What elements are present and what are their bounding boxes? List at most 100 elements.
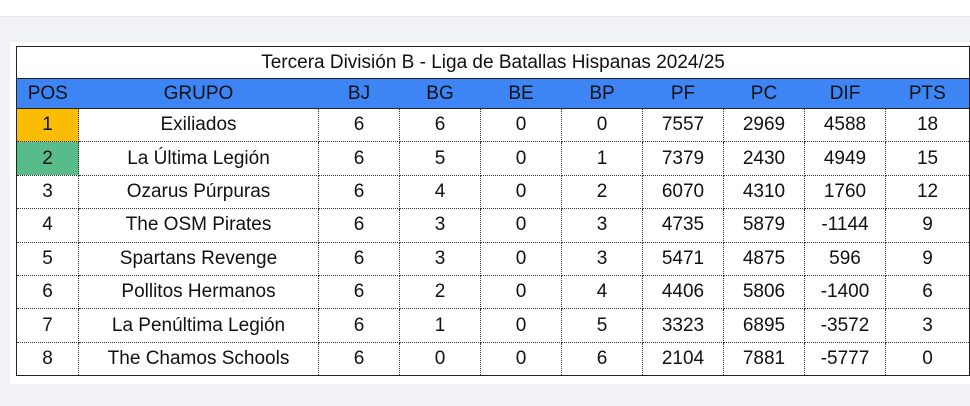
cell-pts: 9 (884, 208, 970, 243)
cell-dif: -1144 (804, 208, 886, 243)
table-row: 3 Ozarus Púrpuras 6 4 0 2 6070 4310 1760 12 (16, 174, 970, 210)
cell-be: 0 (480, 341, 562, 377)
cell-bj: 6 (318, 107, 400, 143)
table-row: 7 La Penúltima Legión 6 1 0 5 3323 6895 -3572 3 (16, 308, 970, 343)
cell-dif: 1760 (804, 174, 886, 210)
table-row: 5 Spartans Revenge 6 3 0 3 5471 4875 596 9 (16, 241, 970, 276)
cell-bg: 3 (399, 241, 481, 276)
cell-bg: 6 (399, 107, 481, 143)
cell-be: 0 (480, 308, 562, 343)
cell-bp: 3 (561, 208, 643, 243)
cell-be: 0 (480, 274, 562, 310)
cell-bg: 4 (399, 174, 481, 210)
cell-grupo: La Última Legión (78, 141, 319, 176)
cell-bj: 6 (318, 241, 400, 276)
cell-bp: 4 (561, 274, 643, 310)
cell-dif: 4949 (804, 141, 886, 176)
cell-pf: 7557 (642, 107, 724, 143)
table-row: 4 The OSM Pirates 6 3 0 3 4735 5879 -1144 9 (16, 208, 970, 243)
cell-bg: 3 (399, 208, 481, 243)
cell-pts: 6 (884, 274, 970, 310)
cell-bj: 6 (318, 341, 400, 377)
cell-bj: 6 (318, 308, 400, 343)
cell-grupo: Spartans Revenge (78, 241, 319, 276)
title-row: Tercera División B - Liga de Batallas Hi… (15, 46, 970, 79)
column-header-bg: BG (399, 78, 481, 109)
column-header-pf: PF (642, 78, 724, 109)
cell-be: 0 (480, 241, 562, 276)
cell-pc: 4875 (723, 241, 805, 276)
cell-pf: 2104 (642, 341, 724, 377)
column-header-dif: DIF (804, 78, 886, 109)
cell-bj: 6 (318, 174, 400, 210)
cell-pts: 3 (884, 308, 970, 343)
cell-pts: 15 (884, 141, 970, 176)
cell-dif: -3572 (804, 308, 886, 343)
cell-pf: 3323 (642, 308, 724, 343)
cell-dif: 596 (804, 241, 886, 276)
cell-pc: 5879 (723, 208, 805, 243)
cell-pts: 12 (884, 174, 970, 210)
table-title: Tercera División B - Liga de Batallas Hi… (15, 46, 970, 79)
cell-pos: 8 (16, 341, 79, 377)
cell-dif: -1400 (804, 274, 886, 310)
column-header-grupo: GRUPO (78, 78, 319, 109)
cell-bp: 2 (561, 174, 643, 210)
cell-pc: 6895 (723, 308, 805, 343)
top-bar (0, 0, 970, 17)
cell-pf: 4735 (642, 208, 724, 243)
cell-dif: 4588 (804, 107, 886, 143)
column-header-pc: PC (723, 78, 805, 109)
cell-pos: 1 (16, 107, 79, 143)
cell-pc: 7881 (723, 341, 805, 377)
table-row: 8 The Chamos Schools 6 0 0 6 2104 7881 -5777 0 (16, 341, 970, 377)
cell-pc: 2969 (723, 107, 805, 143)
cell-grupo: Pollitos Hermanos (78, 274, 319, 310)
cell-pts: 9 (884, 241, 970, 276)
cell-pos: 7 (16, 308, 79, 343)
table-row: 6 Pollitos Hermanos 6 2 0 4 4406 5806 -1400 6 (16, 274, 970, 310)
cell-pts: 0 (884, 341, 970, 377)
cell-pf: 7379 (642, 141, 724, 176)
cell-pc: 2430 (723, 141, 805, 176)
cell-bj: 6 (318, 208, 400, 243)
cell-pc: 4310 (723, 174, 805, 210)
cell-pos: 3 (16, 174, 79, 210)
cell-grupo: The OSM Pirates (78, 208, 319, 243)
cell-bp: 3 (561, 241, 643, 276)
cell-be: 0 (480, 174, 562, 210)
cell-dif: -5777 (804, 341, 886, 377)
cell-pos: 6 (16, 274, 79, 310)
cell-grupo: Ozarus Púrpuras (78, 174, 319, 210)
cell-pos: 2 (16, 141, 79, 176)
cell-pos: 5 (16, 241, 79, 276)
table-row: 2 La Última Legión 6 5 0 1 7379 2430 4949 15 (16, 141, 970, 176)
header-row: POS GRUPO BJ BG BE BP PF PC DIF PTS (16, 78, 970, 109)
column-header-be: BE (480, 78, 562, 109)
cell-bg: 2 (399, 274, 481, 310)
table-row: 1 Exiliados 6 6 0 0 7557 2969 4588 18 (16, 107, 970, 143)
cell-be: 0 (480, 208, 562, 243)
cell-bg: 0 (399, 341, 481, 377)
cell-grupo: Exiliados (78, 107, 319, 143)
cell-pos: 4 (16, 208, 79, 243)
cell-pf: 5471 (642, 241, 724, 276)
cell-be: 0 (480, 107, 562, 143)
cell-bp: 5 (561, 308, 643, 343)
column-header-bj: BJ (318, 78, 400, 109)
cell-bp: 0 (561, 107, 643, 143)
column-header-pos: POS (16, 78, 79, 109)
cell-pts: 18 (884, 107, 970, 143)
cell-grupo: La Penúltima Legión (78, 308, 319, 343)
cell-bj: 6 (318, 141, 400, 176)
cell-pf: 6070 (642, 174, 724, 210)
cell-pf: 4406 (642, 274, 724, 310)
cell-bp: 1 (561, 141, 643, 176)
cell-bg: 5 (399, 141, 481, 176)
cell-grupo: The Chamos Schools (78, 341, 319, 377)
cell-be: 0 (480, 141, 562, 176)
cell-bp: 6 (561, 341, 643, 377)
cell-bg: 1 (399, 308, 481, 343)
cell-pc: 5806 (723, 274, 805, 310)
cell-bj: 6 (318, 274, 400, 310)
